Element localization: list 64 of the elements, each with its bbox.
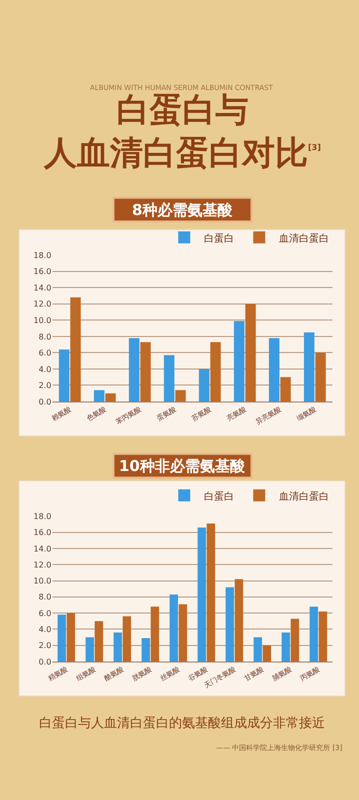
- bar: [142, 638, 150, 662]
- bar: [304, 332, 314, 402]
- bar: [94, 390, 104, 402]
- legend-label: 白蛋白: [204, 232, 234, 244]
- y-tick-label: 0.0: [38, 397, 52, 406]
- text: 白蛋白与人血清白蛋白的氨基酸组成成分非常接近: [39, 716, 325, 731]
- bar: [206, 523, 216, 662]
- bar: [140, 342, 151, 402]
- legend-label: 血清白蛋白: [279, 490, 330, 502]
- bar: [310, 606, 318, 662]
- bar: [315, 352, 326, 402]
- bar: [170, 594, 178, 662]
- bar: [58, 349, 70, 402]
- legend-label: 血清白蛋白: [279, 232, 330, 244]
- bar: [94, 621, 104, 662]
- y-tick-label: 12.0: [34, 560, 52, 570]
- y-tick-label: 10.0: [34, 316, 52, 325]
- bar: [122, 616, 132, 662]
- bar: [210, 342, 221, 402]
- bar: [128, 338, 140, 402]
- bar: [58, 614, 66, 662]
- y-tick-label: 18.0: [34, 250, 52, 260]
- bar: [268, 338, 280, 402]
- bar: [86, 637, 94, 662]
- y-tick-label: 6.0: [38, 608, 52, 618]
- y-tick-label: 2.0: [38, 641, 52, 650]
- y-tick-label: 12.0: [34, 300, 52, 309]
- y-tick-label: 16.0: [34, 267, 52, 276]
- bar: [234, 579, 244, 662]
- bar: [198, 527, 206, 662]
- y-tick-label: 0.0: [38, 657, 52, 666]
- y-tick-label: 18.0: [34, 512, 52, 521]
- text: 8种必需氨基酸: [132, 201, 234, 219]
- chart-title: 10种非必需氨基酸: [119, 457, 246, 475]
- bar: [234, 320, 244, 402]
- bar: [175, 390, 186, 402]
- bar: [262, 645, 272, 662]
- bar: [114, 632, 122, 662]
- y-tick-label: 4.0: [38, 364, 52, 374]
- y-tick-label: 6.0: [38, 348, 52, 358]
- legend-label: 白蛋白: [204, 490, 234, 502]
- y-tick-label: 2.0: [38, 381, 52, 390]
- bar: [282, 632, 290, 662]
- bar: [198, 368, 210, 402]
- y-tick-label: 8.0: [38, 592, 52, 602]
- chart-title: 白蛋白与人血清白蛋白对比$^{[3]}$: [43, 90, 321, 172]
- bar: [70, 297, 81, 402]
- bar: [245, 304, 256, 402]
- bar: [290, 618, 300, 662]
- bar: [164, 355, 174, 402]
- bar: [280, 377, 291, 402]
- bar: [318, 611, 328, 662]
- y-tick-label: 8.0: [38, 332, 52, 342]
- y-tick-label: 14.0: [34, 544, 52, 554]
- y-tick-label: 10.0: [34, 576, 52, 586]
- bar: [66, 613, 76, 662]
- bar: [226, 587, 234, 662]
- bar: [254, 637, 262, 662]
- y-tick-label: 4.0: [38, 625, 52, 634]
- bar: [178, 604, 188, 662]
- bar: [150, 606, 160, 662]
- y-tick-label: 16.0: [34, 528, 52, 538]
- bar: [105, 393, 116, 402]
- y-tick-label: 14.0: [34, 283, 52, 292]
